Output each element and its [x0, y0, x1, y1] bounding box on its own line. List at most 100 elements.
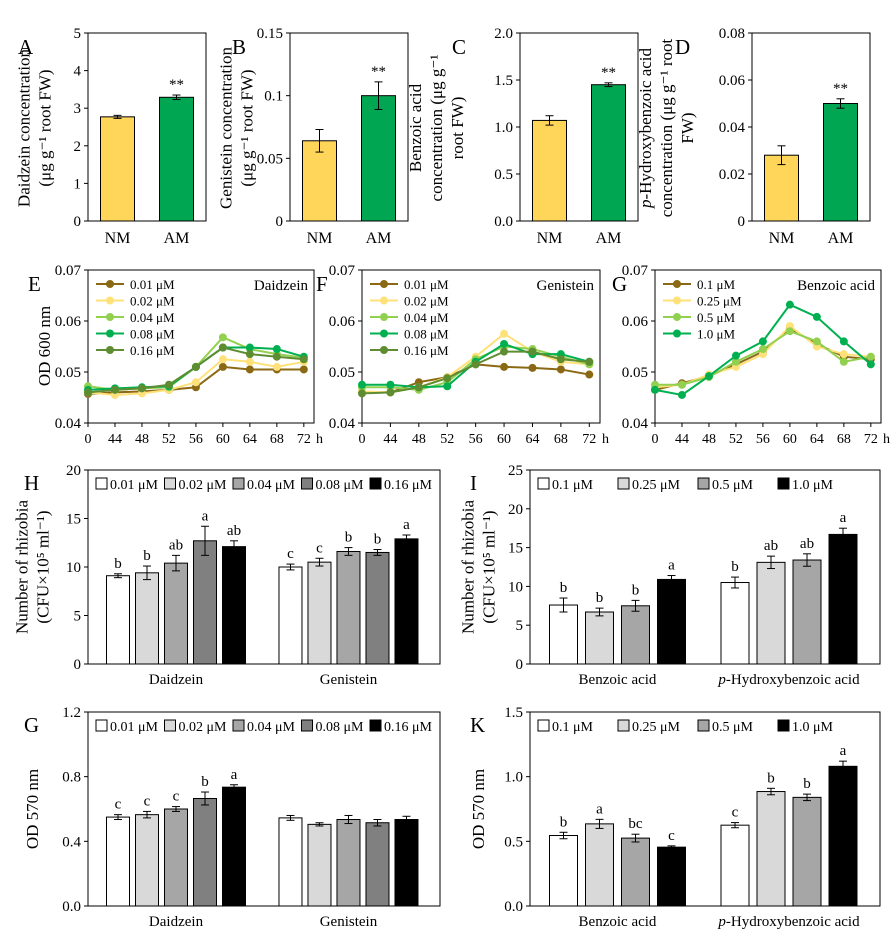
data-point	[299, 365, 308, 374]
legend-label: 0.04 μM	[247, 720, 296, 735]
significance-letter: c	[115, 797, 122, 813]
significance-letter: a	[840, 743, 847, 759]
legend-swatch	[537, 719, 550, 732]
data-point	[191, 378, 200, 387]
legend-label: 0.25 μM	[697, 294, 742, 309]
legend-label: 0.01 μM	[110, 478, 159, 493]
data-point	[272, 362, 281, 371]
data-point	[785, 300, 794, 309]
chart-panel-g1: 0.04 0.05 0.06 0.07G 0 44 48 52 56 60 64 68 72 h 0.1 μ…	[612, 263, 890, 447]
data-point	[218, 355, 227, 364]
y-axis-label: Daidzein concentration (μg g⁻¹ root FW)	[15, 48, 55, 207]
legend-label: 0.16 μM	[384, 478, 433, 493]
y-tick-label: 1.5	[494, 73, 513, 89]
y-tick-label: 0.05	[622, 365, 648, 381]
group-label: Benzoic acid	[579, 672, 657, 688]
chart-panel-g2: 0.0 0.4 0.8 1.2 G OD 570 nm c c c b a Daidzein Genis…	[23, 705, 441, 930]
y-tick-label: 0.05	[55, 365, 81, 381]
bar	[193, 540, 217, 665]
x-unit: h	[883, 432, 890, 447]
panel-label: G	[24, 713, 39, 737]
y-tick-label: 1.0	[494, 120, 513, 136]
plot-frame	[361, 269, 601, 424]
y-tick-label: 0.06	[719, 73, 746, 89]
bar	[585, 611, 614, 665]
x-tick-label: 48	[135, 432, 149, 447]
significance-letter: a	[840, 510, 847, 526]
y-tick-label: 0.04	[622, 416, 649, 432]
y-tick-label: 10	[66, 560, 81, 576]
significance-letter: c	[732, 805, 739, 821]
bar	[549, 835, 578, 907]
bar	[135, 814, 159, 907]
x-tick-label: 64	[243, 432, 257, 447]
y-tick-label: 0.15	[257, 26, 283, 42]
data-point	[218, 362, 227, 371]
data-point	[528, 347, 537, 356]
group-label: Daidzein	[149, 672, 204, 688]
bar	[394, 538, 419, 665]
data-point	[785, 327, 794, 336]
legend-marker	[380, 296, 388, 305]
legend-swatch	[697, 719, 710, 732]
y-axis-label-line: Number of rhizobia	[459, 500, 478, 635]
significance-letter: b	[201, 774, 209, 790]
data-point	[839, 357, 848, 366]
bar	[828, 765, 858, 907]
data-point	[677, 380, 686, 389]
y-tick-label: 0.8	[62, 770, 81, 786]
x-tick-label: 52	[162, 432, 176, 447]
y-axis-label: p-Hydroxybenzoic acid concentration (μg g…	[636, 38, 697, 217]
panel-label: H	[24, 471, 39, 495]
panel-label: A	[18, 35, 34, 59]
panel-label: F	[316, 272, 328, 296]
x-tick-label: 68	[554, 432, 568, 447]
y-axis-label: Genistein concentration (μg g⁻¹ root FW)	[217, 47, 257, 209]
y-tick-label: 0.06	[622, 314, 649, 330]
group-label: p-Hydroxybenzoic acid	[717, 672, 860, 688]
y-tick-label: 0.0	[494, 214, 513, 230]
data-point	[500, 339, 509, 348]
plot-frame	[289, 32, 409, 222]
bar-am	[361, 95, 396, 222]
chart-panel-h: 0 5 10 15 20 H Number of rhizobia (CFU×10⁵ ml⁻¹…	[13, 463, 441, 688]
y-axis-label-line: (μg g⁻¹ root FW)	[36, 69, 55, 186]
y-axis-label: Benzoic acid concentration (μg g⁻¹ root FW…	[406, 55, 467, 202]
data-point	[218, 333, 227, 342]
y-axis-label-line: OD 570 nm	[469, 769, 488, 849]
y-axis-label: Number of rhizobia (CFU×10⁵ ml⁻¹)	[459, 500, 499, 635]
legend-label: 0.02 μM	[130, 294, 175, 309]
y-tick-label: 0.5	[504, 834, 523, 850]
x-tick-label: 52	[729, 432, 743, 447]
y-axis-label-line: (μg g⁻¹ root FW)	[238, 69, 257, 186]
y-axis-label-line: concentration (μg g⁻¹	[427, 55, 446, 202]
significance-letter: a	[403, 517, 410, 533]
data-point	[758, 337, 767, 346]
data-point	[528, 363, 537, 372]
x-tick-label: 64	[810, 432, 824, 447]
y-axis-label-line: (CFU×10⁵ ml⁻¹)	[480, 510, 499, 623]
data-point	[414, 383, 423, 392]
x-tick-label: 48	[412, 432, 426, 447]
legend-label: 1.0 μM	[697, 327, 735, 342]
legend-label: 0.25 μM	[632, 720, 681, 735]
bar	[222, 546, 246, 665]
panel-label: K	[470, 713, 485, 737]
y-tick-label: 1.5	[504, 705, 523, 721]
legend-label: 0.08 μM	[316, 720, 365, 735]
chart-panel-d: 0 0.02 0.04 0.06 0.08 Dp-Hydroxybenzoic acid c…	[636, 26, 871, 247]
significance-letter: b	[560, 814, 568, 830]
y-axis-label-line: concentration (μg g⁻¹ root	[657, 38, 676, 217]
group-label: Daidzein	[149, 914, 204, 930]
y-tick-label: 1.2	[62, 705, 81, 721]
data-point	[812, 337, 821, 346]
significance-letter: b	[560, 580, 568, 596]
bar	[657, 578, 686, 665]
legend-label: 0.25 μM	[632, 478, 681, 493]
plot-frame	[87, 269, 315, 424]
significance-letter: b	[114, 556, 122, 572]
italic-p: p	[717, 914, 726, 930]
y-axis-label: OD 600 nm	[35, 306, 54, 386]
bar	[222, 786, 246, 907]
chart-panel-k: 0.0 0.5 1.0 1.5 K OD 570 nm b a bc c Benzoic acid c…	[469, 705, 881, 930]
